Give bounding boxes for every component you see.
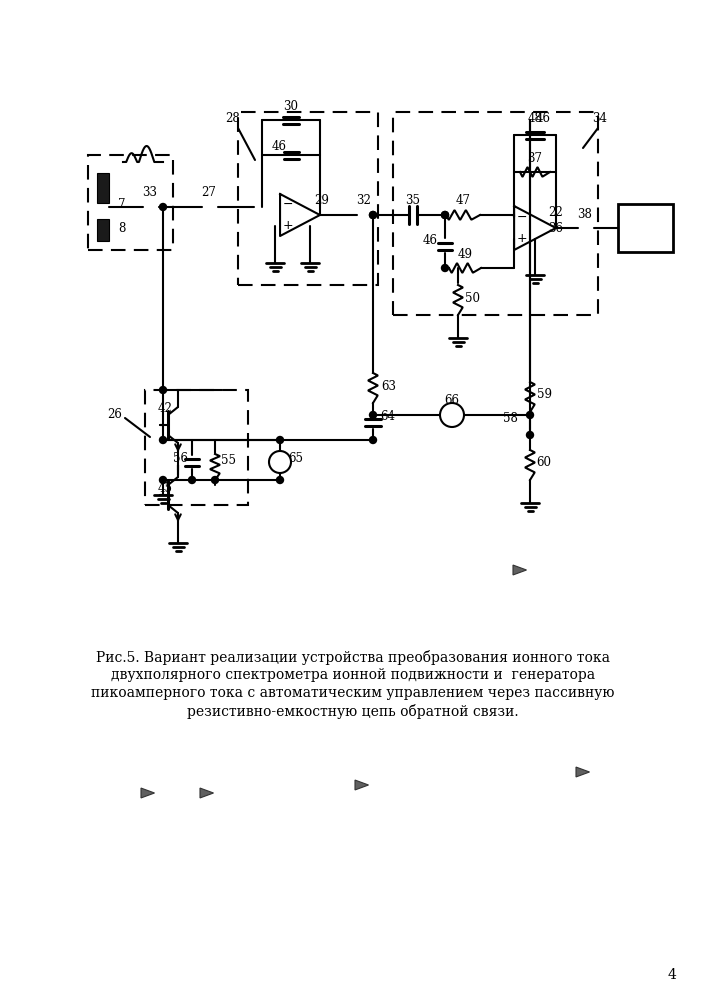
Text: 63: 63 [382, 380, 397, 393]
Circle shape [269, 451, 291, 473]
Circle shape [370, 212, 377, 219]
Text: резистивно-емкостную цепь обратной связи.: резистивно-емкостную цепь обратной связи… [187, 704, 519, 719]
Text: 37: 37 [527, 152, 542, 165]
Text: 38: 38 [578, 209, 592, 222]
Text: 55: 55 [221, 454, 235, 468]
Text: 26: 26 [107, 408, 122, 422]
Text: 29: 29 [315, 194, 329, 207]
Bar [393, 112, 598, 315]
Circle shape [370, 436, 377, 444]
Circle shape [160, 477, 167, 484]
Text: 22: 22 [549, 207, 563, 220]
Circle shape [441, 212, 448, 219]
Bar [97, 219, 109, 241]
Bar [97, 173, 109, 203]
Circle shape [189, 477, 196, 484]
Text: 35: 35 [406, 194, 421, 207]
Bar [145, 390, 248, 505]
Circle shape [527, 432, 534, 438]
Text: +: + [283, 219, 293, 232]
Circle shape [160, 436, 167, 444]
Text: 48: 48 [527, 111, 542, 124]
Circle shape [440, 403, 464, 427]
Polygon shape [513, 565, 527, 575]
Text: 8: 8 [118, 222, 126, 234]
Text: −: − [283, 198, 293, 211]
Text: 27: 27 [201, 186, 216, 200]
Text: 58: 58 [503, 412, 518, 424]
Text: 64: 64 [380, 410, 395, 424]
Bar [88, 155, 173, 250]
Polygon shape [576, 767, 590, 777]
Circle shape [441, 212, 448, 219]
Text: 45: 45 [158, 482, 173, 494]
Circle shape [276, 436, 284, 444]
Text: 30: 30 [284, 100, 298, 112]
Text: 36: 36 [549, 222, 563, 234]
Text: Рис.5. Вариант реализации устройства преобразования ионного тока: Рис.5. Вариант реализации устройства пре… [96, 650, 610, 665]
Circle shape [211, 477, 218, 484]
Text: 49: 49 [457, 248, 472, 261]
Circle shape [276, 477, 284, 484]
Text: 50: 50 [465, 292, 481, 306]
Polygon shape [200, 788, 214, 798]
Text: 34: 34 [592, 112, 607, 125]
Text: 10: 10 [633, 219, 657, 237]
Text: 56: 56 [173, 452, 187, 464]
Text: 65: 65 [288, 452, 303, 464]
Text: 46: 46 [535, 111, 551, 124]
Bar [238, 112, 378, 285]
Text: −: − [517, 211, 527, 224]
Polygon shape [355, 780, 368, 790]
Text: пикоамперного тока с автоматическим управлением через пассивную: пикоамперного тока с автоматическим упра… [91, 686, 615, 700]
Circle shape [160, 204, 167, 211]
Text: 33: 33 [143, 186, 158, 200]
Circle shape [441, 264, 448, 271]
Text: 46: 46 [271, 140, 286, 153]
Circle shape [370, 412, 377, 418]
Text: 42: 42 [158, 401, 173, 414]
Text: 32: 32 [356, 194, 371, 207]
Text: 47: 47 [455, 194, 470, 207]
Text: 7: 7 [118, 198, 126, 211]
Text: 28: 28 [226, 112, 240, 125]
Polygon shape [141, 788, 155, 798]
Circle shape [370, 212, 377, 219]
Text: 46: 46 [423, 234, 438, 247]
Circle shape [527, 412, 534, 418]
Text: 59: 59 [537, 388, 551, 401]
Bar [617, 204, 672, 252]
Text: 66: 66 [445, 393, 460, 406]
Text: +: + [517, 232, 527, 245]
Text: двухполярного спектрометра ионной подвижности и  генератора: двухполярного спектрометра ионной подвиж… [111, 668, 595, 682]
Text: 60: 60 [537, 456, 551, 470]
Circle shape [160, 386, 167, 393]
Text: 4: 4 [667, 968, 677, 982]
